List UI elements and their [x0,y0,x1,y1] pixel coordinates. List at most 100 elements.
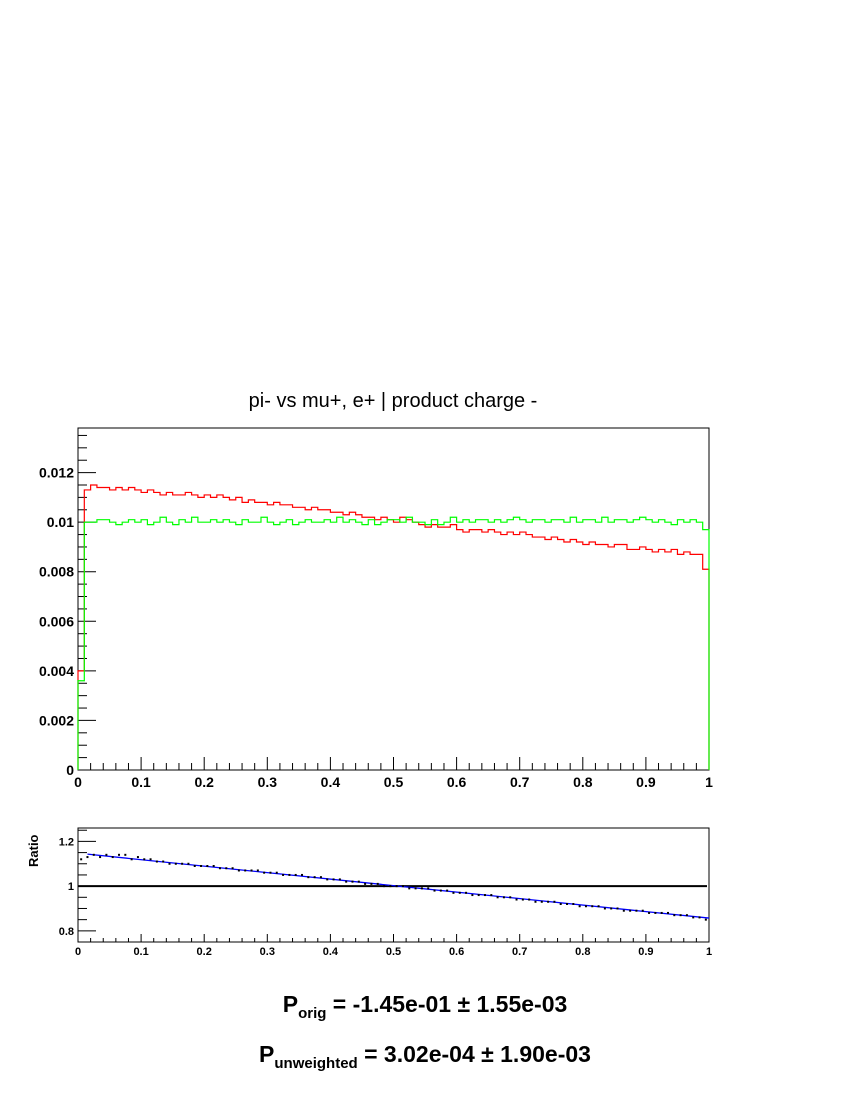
ratio-point [143,858,146,861]
ratio-x-tick-label: 1 [706,946,712,958]
ratio-point [269,871,272,874]
ratio-x-tick-label: 0.2 [197,946,212,958]
ratio-x-tick-label: 0.4 [323,946,339,958]
y-tick-label: 0.006 [39,613,74,629]
ratio-point [698,916,701,919]
result-orig-subscript: orig [298,1005,327,1022]
ratio-point [597,905,600,908]
x-tick-label: 0.7 [510,774,530,790]
ratio-point [212,865,215,867]
ratio-point [244,869,247,872]
main-histogram-plot: 0 0.002 0.004 0.006 0.008 0.01 0.012 0 0.1 0.2 0.… [39,427,713,790]
ratio-point [389,885,392,888]
y-tick-label: 0.012 [39,465,74,481]
ratio-point [465,891,468,894]
ratio-points-group [80,853,707,921]
ratio-x-tick-label: 0 [75,946,81,958]
ratio-y-tick-labels: 0.8 1 1.2 [59,836,74,937]
ratio-point [578,905,581,908]
x-tick-label: 0.4 [321,774,341,790]
ratio-point [357,880,360,883]
x-tick-label: 0.8 [573,774,593,790]
ratio-point [521,898,524,901]
ratio-point [477,894,480,897]
x-tick-label: 0.9 [636,774,656,790]
ratio-point [452,891,455,894]
main-y-tick-labels: 0 0.002 0.004 0.006 0.008 0.01 0.012 [39,465,74,778]
ratio-point [553,900,556,903]
ratio-point [446,889,449,892]
ratio-fit-line [87,853,710,919]
ratio-x-tick-label: 0.1 [133,946,148,958]
ratio-point [319,876,322,879]
ratio-axis-ticks [77,829,710,943]
x-tick-label: 0.2 [194,774,214,790]
ratio-point [547,900,550,903]
ratio-point [408,887,411,890]
ratio-point [370,882,373,885]
ratio-point [294,873,297,876]
ratio-point [616,907,619,910]
main-plot-frame [77,427,710,771]
ratio-point [427,887,430,890]
ratio-point [654,911,657,914]
ratio-point [414,887,417,890]
x-tick-label: 0 [74,774,82,790]
ratio-x-tick-label: 0.5 [386,946,401,958]
ratio-point [263,871,266,874]
ratio-point [648,911,651,914]
ratio-point [155,860,158,863]
ratio-point [301,873,304,876]
y-tick-label: 0.002 [39,712,74,728]
ratio-point [275,871,278,874]
ratio-point [200,865,203,867]
ratio-point [237,869,240,872]
ratio-point [162,860,165,863]
ratio-point [395,885,398,888]
ratio-point [124,853,127,856]
ratio-point [692,916,695,919]
histogram-series-0 [77,484,710,770]
ratio-point [685,914,688,917]
ratio-point [218,867,221,870]
ratio-x-tick-label: 0.9 [638,946,653,958]
ratio-point [490,894,493,897]
ratio-y-axis-label: Ratio [26,834,41,867]
result-unweighted-subscript: unweighted [274,1055,358,1072]
ratio-point [629,909,632,912]
ratio-x-tick-label: 0.3 [260,946,275,958]
ratio-point [660,911,663,914]
ratio-point [673,914,676,917]
main-axis-ticks [77,434,710,771]
histogram-series-1 [77,516,710,770]
x-tick-label: 0.1 [131,774,151,790]
ratio-point [231,867,234,870]
ratio-point [174,862,177,865]
ratio-point [471,894,474,897]
result-unweighted: Punweighted = 3.02e-04 ± 1.90e-03 [0,1041,850,1072]
ratio-point [509,896,512,899]
ratio-point [559,903,562,905]
ratio-point [250,869,253,872]
ratio-point [433,889,436,892]
ratio-x-tick-label: 0.8 [575,946,590,958]
result-unweighted-symbol: P [259,1041,275,1067]
ratio-point [666,911,669,914]
ratio-point [80,858,83,861]
ratio-point [439,889,442,892]
y-tick-label: 0.008 [39,564,74,580]
y-tick-label: 0.01 [47,514,74,530]
chart-title: pi- vs mu+, e+ | product charge - [249,390,538,412]
ratio-point [603,907,606,910]
x-tick-label: 1 [705,774,713,790]
ratio-point [313,876,316,879]
ratio-point [99,856,102,859]
ratio-x-tick-labels: 0 0.1 0.2 0.3 0.4 0.5 0.6 0.7 0.8 0.9 1 [75,946,712,958]
ratio-point [282,873,285,876]
ratio-point [351,880,354,883]
ratio-point [610,907,613,910]
ratio-point [534,900,537,903]
ratio-point [635,909,638,912]
ratio-point [326,878,329,881]
ratio-point [584,905,587,908]
